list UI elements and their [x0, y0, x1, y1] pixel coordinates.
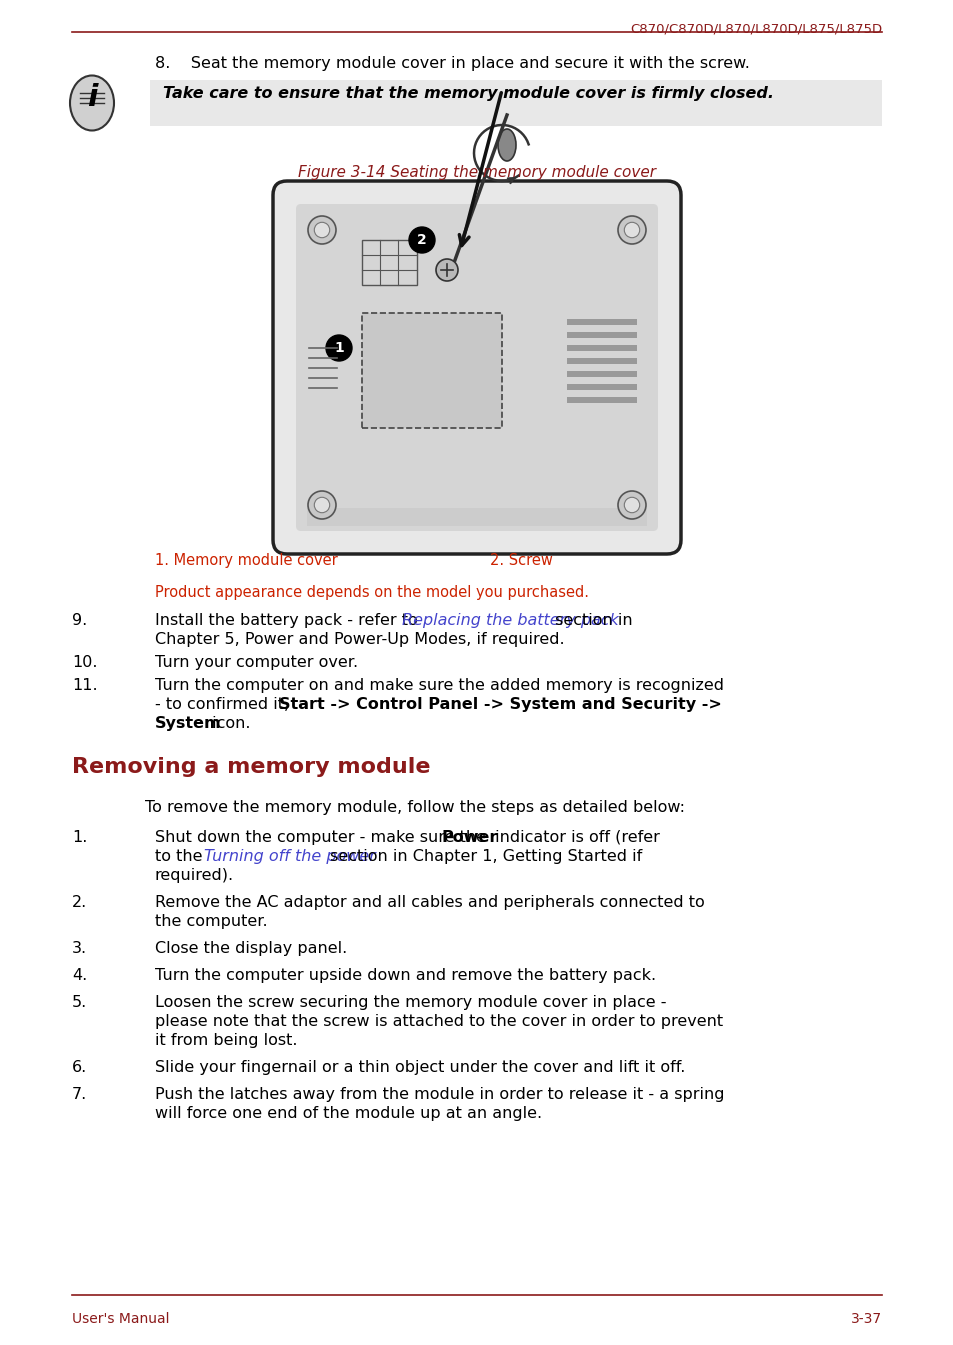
Text: Removing a memory module: Removing a memory module	[71, 757, 430, 777]
Text: Product appearance depends on the model you purchased.: Product appearance depends on the model …	[154, 585, 588, 600]
Text: 2. Screw: 2. Screw	[490, 553, 553, 568]
Text: Replacing the battery pack: Replacing the battery pack	[401, 613, 618, 628]
Bar	[566, 319, 637, 325]
Text: - to confirmed it,: - to confirmed it,	[154, 697, 294, 712]
Text: User's Manual: User's Manual	[71, 1311, 170, 1326]
FancyBboxPatch shape	[295, 204, 658, 531]
Circle shape	[623, 222, 639, 238]
Text: Shut down the computer - make sure the: Shut down the computer - make sure the	[154, 830, 491, 845]
Circle shape	[308, 217, 335, 243]
Text: 7.: 7.	[71, 1087, 87, 1102]
Text: Close the display panel.: Close the display panel.	[154, 941, 347, 956]
Circle shape	[436, 260, 457, 281]
Bar	[361, 239, 416, 285]
Text: indicator is off (refer: indicator is off (refer	[490, 830, 659, 845]
Text: 4.: 4.	[71, 968, 87, 983]
Text: will force one end of the module up at an angle.: will force one end of the module up at a…	[154, 1106, 541, 1120]
Bar	[361, 313, 501, 428]
Text: section in: section in	[550, 613, 632, 628]
Bar	[566, 358, 637, 364]
Bar	[566, 371, 637, 377]
Text: 9.: 9.	[71, 613, 87, 628]
Text: Push the latches away from the module in order to release it - a spring: Push the latches away from the module in…	[154, 1087, 723, 1102]
Text: Turn the computer on and make sure the added memory is recognized: Turn the computer on and make sure the a…	[154, 678, 723, 693]
Text: 10.: 10.	[71, 655, 97, 670]
Text: 3-37: 3-37	[850, 1311, 882, 1326]
Text: Chapter 5, Power and Power-Up Modes, if required.: Chapter 5, Power and Power-Up Modes, if …	[154, 632, 564, 647]
Text: it from being lost.: it from being lost.	[154, 1033, 297, 1048]
Text: Turn the computer upside down and remove the battery pack.: Turn the computer upside down and remove…	[154, 968, 656, 983]
Text: Turn your computer over.: Turn your computer over.	[154, 655, 357, 670]
Text: i: i	[87, 83, 97, 113]
Text: Loosen the screw securing the memory module cover in place -: Loosen the screw securing the memory mod…	[154, 995, 666, 1010]
Text: to the: to the	[154, 849, 208, 863]
Text: Start -> Control Panel -> System and Security ->: Start -> Control Panel -> System and Sec…	[278, 697, 721, 712]
Text: To remove the memory module, follow the steps as detailed below:: To remove the memory module, follow the …	[145, 800, 684, 815]
Text: Take care to ensure that the memory module cover is firmly closed.: Take care to ensure that the memory modu…	[163, 86, 773, 101]
Text: icon.: icon.	[207, 716, 251, 730]
Ellipse shape	[497, 129, 516, 161]
FancyBboxPatch shape	[150, 79, 882, 126]
Circle shape	[623, 498, 639, 512]
Text: 11.: 11.	[71, 678, 97, 693]
Text: Remove the AC adaptor and all cables and peripherals connected to: Remove the AC adaptor and all cables and…	[154, 894, 704, 911]
Text: 3.: 3.	[71, 941, 87, 956]
FancyBboxPatch shape	[273, 182, 680, 554]
Text: 1: 1	[334, 342, 343, 355]
Circle shape	[308, 491, 335, 519]
Text: Power: Power	[441, 830, 497, 845]
Text: please note that the screw is attached to the cover in order to prevent: please note that the screw is attached t…	[154, 1014, 722, 1029]
Bar	[566, 346, 637, 351]
Text: Install the battery pack - refer to: Install the battery pack - refer to	[154, 613, 422, 628]
Text: section in Chapter 1, Getting Started if: section in Chapter 1, Getting Started if	[325, 849, 641, 863]
Text: the computer.: the computer.	[154, 915, 268, 929]
Text: Turning off the power: Turning off the power	[204, 849, 375, 863]
Ellipse shape	[70, 75, 113, 130]
Circle shape	[618, 217, 645, 243]
Circle shape	[314, 222, 330, 238]
Text: Slide your fingernail or a thin object under the cover and lift it off.: Slide your fingernail or a thin object u…	[154, 1060, 684, 1075]
Circle shape	[314, 498, 330, 512]
Bar	[566, 397, 637, 404]
Circle shape	[618, 491, 645, 519]
Text: required).: required).	[154, 868, 233, 884]
Bar	[307, 508, 646, 526]
Text: 1.: 1.	[71, 830, 88, 845]
Bar	[566, 385, 637, 390]
Text: 8.    Seat the memory module cover in place and secure it with the screw.: 8. Seat the memory module cover in place…	[154, 56, 749, 71]
Text: 5.: 5.	[71, 995, 87, 1010]
Text: System: System	[154, 716, 221, 730]
Text: 2.: 2.	[71, 894, 87, 911]
Text: 2: 2	[416, 233, 426, 247]
Text: 1. Memory module cover: 1. Memory module cover	[154, 553, 337, 568]
Circle shape	[409, 227, 435, 253]
Text: C870/C870D/L870/L870D/L875/L875D: C870/C870D/L870/L870D/L875/L875D	[629, 22, 882, 35]
Text: 6.: 6.	[71, 1060, 87, 1075]
Bar	[566, 332, 637, 338]
Circle shape	[326, 335, 352, 360]
Text: Figure 3-14 Seating the memory module cover: Figure 3-14 Seating the memory module co…	[297, 165, 656, 180]
